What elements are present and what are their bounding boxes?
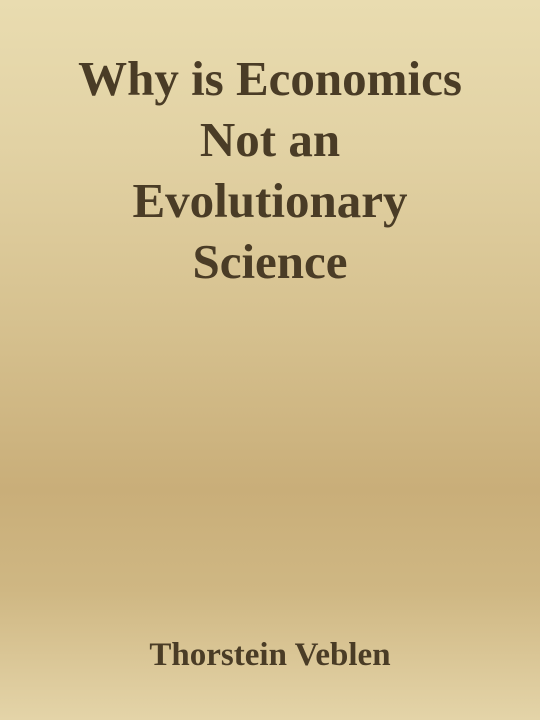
title-line-1: Why is Economics [78,51,462,106]
book-title: Why is Economics Not an Evolutionary Sci… [0,48,540,292]
title-line-4: Science [192,234,348,289]
author-name: Thorstein Veblen [149,637,391,673]
title-line-2: Not an [199,112,341,167]
title-line-3: Evolutionary [132,173,408,228]
